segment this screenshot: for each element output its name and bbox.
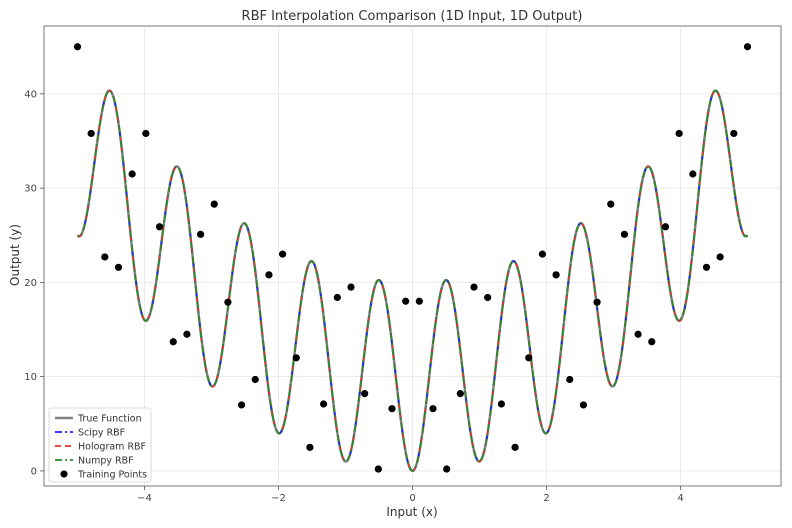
legend: True Function Scipy RBF Hologram RBF Numpy … xyxy=(48,407,152,483)
y-tick-label: 20 xyxy=(24,278,37,289)
training-point xyxy=(661,223,670,231)
training-point xyxy=(538,250,547,258)
training-point xyxy=(155,223,164,231)
training-point xyxy=(73,43,82,51)
training-point xyxy=(648,338,656,346)
series-line-numpy-rbf xyxy=(76,89,749,472)
y-tick-label: 10 xyxy=(24,372,37,383)
training-point xyxy=(210,200,218,208)
training-point xyxy=(224,298,232,306)
training-point xyxy=(128,170,136,178)
training-point xyxy=(566,375,574,384)
legend-label: Numpy RBF xyxy=(78,456,134,467)
x-axis-label: Input (x) xyxy=(386,505,437,519)
training-point xyxy=(292,354,300,362)
legend-marker xyxy=(60,470,68,478)
x-tick-label: −4 xyxy=(137,493,152,504)
training-point xyxy=(333,293,341,302)
legend-label: True Function xyxy=(77,414,142,425)
training-point xyxy=(237,401,246,409)
training-point xyxy=(443,465,451,473)
training-point xyxy=(620,230,629,238)
training-point xyxy=(525,354,533,362)
training-point xyxy=(689,170,697,178)
training-point xyxy=(511,443,519,451)
training-point xyxy=(743,43,752,51)
x-tick-label: −2 xyxy=(271,493,286,504)
training-point xyxy=(306,443,314,451)
training-point xyxy=(169,338,177,346)
x-tick-label: 4 xyxy=(677,493,683,504)
training-point xyxy=(388,405,396,413)
training-point xyxy=(347,283,355,291)
training-point xyxy=(278,250,287,258)
y-tick-label: 30 xyxy=(24,184,37,195)
training-point xyxy=(319,400,328,408)
legend-label: Scipy RBF xyxy=(78,428,125,439)
training-point xyxy=(361,390,369,398)
training-point xyxy=(374,465,382,473)
training-points xyxy=(73,43,752,473)
training-point xyxy=(675,129,683,138)
training-point xyxy=(607,200,615,208)
training-point xyxy=(101,253,109,261)
training-point xyxy=(196,230,205,238)
y-axis-label: Output (y) xyxy=(8,224,22,286)
y-tick-label: 40 xyxy=(24,89,37,100)
training-point xyxy=(634,330,642,338)
legend-label: Training Points xyxy=(77,470,147,481)
legend-label: Hologram RBF xyxy=(78,442,146,453)
training-point xyxy=(415,297,423,305)
training-point xyxy=(470,283,478,291)
curves xyxy=(76,89,749,473)
x-tick-label: 0 xyxy=(409,493,415,504)
training-point xyxy=(402,297,410,305)
x-tick-label: 2 xyxy=(543,493,549,504)
training-point xyxy=(183,330,191,338)
training-point xyxy=(593,298,601,306)
training-point xyxy=(579,401,588,409)
y-tick-label: 0 xyxy=(31,466,37,477)
training-point xyxy=(730,129,738,138)
legend-box xyxy=(48,407,152,483)
training-point xyxy=(87,129,95,138)
training-point xyxy=(142,129,150,138)
training-point xyxy=(251,375,259,384)
training-point xyxy=(429,405,437,413)
training-point xyxy=(497,400,506,408)
chart-title: RBF Interpolation Comparison (1D Input, … xyxy=(242,9,583,24)
training-point xyxy=(265,271,273,279)
training-point xyxy=(456,390,464,398)
training-point xyxy=(552,271,560,279)
training-point xyxy=(114,263,123,271)
training-point xyxy=(484,293,492,302)
training-point xyxy=(702,263,711,271)
training-point xyxy=(716,253,724,261)
